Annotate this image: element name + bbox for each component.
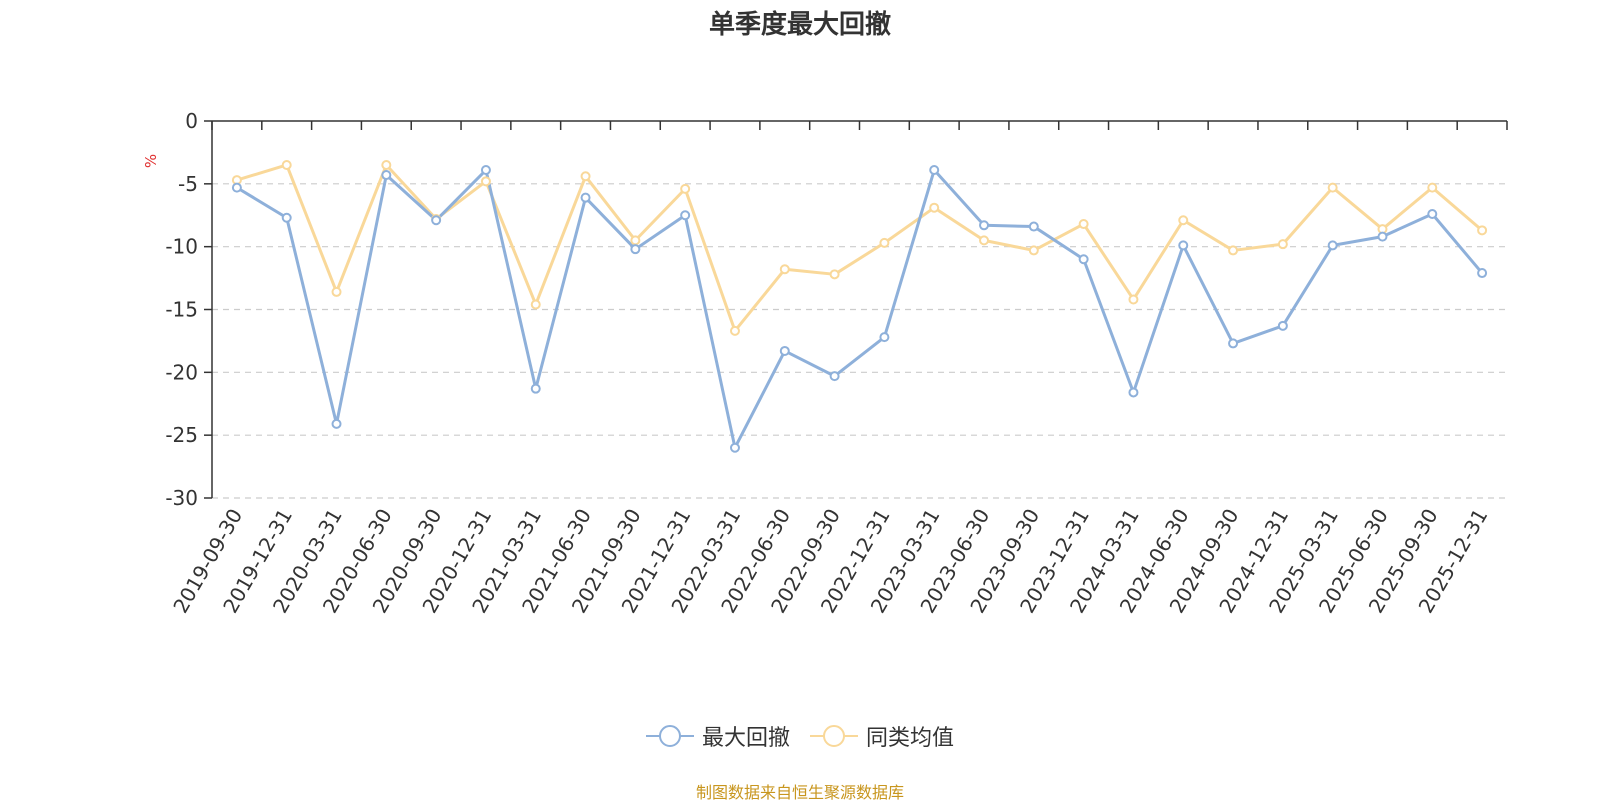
- data-point-series-2: [630, 235, 641, 246]
- y-tick-label: -15: [165, 298, 198, 322]
- data-point-series-1: [630, 244, 641, 255]
- chart-title: 单季度最大回撤: [708, 10, 891, 40]
- data-point-series-1: [1078, 254, 1089, 265]
- data-point-series-1: [530, 383, 541, 394]
- data-point-series-2: [829, 269, 840, 280]
- data-point-series-1: [680, 210, 691, 221]
- data-point-series-1: [331, 418, 342, 429]
- data-point-series-2: [729, 325, 740, 336]
- y-tick-label: -30: [165, 486, 198, 510]
- data-point-series-2: [381, 159, 392, 170]
- data-point-series-2: [1228, 245, 1239, 256]
- data-point-series-2: [929, 202, 940, 213]
- data-point-series-2: [1327, 182, 1338, 193]
- legend-item-series-1[interactable]: 最大回撤: [645, 720, 790, 752]
- data-point-series-1: [1028, 221, 1039, 232]
- data-point-series-2: [680, 183, 691, 194]
- data-point-series-2: [281, 159, 292, 170]
- data-point-series-2: [779, 264, 790, 275]
- data-point-series-1: [1128, 387, 1139, 398]
- data-point-series-1: [729, 442, 740, 453]
- data-point-series-2: [530, 299, 541, 310]
- legend-series-2-icon: [810, 725, 858, 747]
- data-point-series-1: [431, 215, 442, 226]
- data-point-series-1: [1178, 240, 1189, 251]
- data-point-series-1: [1277, 320, 1288, 331]
- data-point-series-2: [979, 235, 990, 246]
- data-point-series-1: [480, 165, 491, 176]
- data-point-series-2: [1178, 215, 1189, 226]
- legend-series-1-icon: [645, 725, 694, 747]
- data-point-series-2: [1078, 219, 1089, 230]
- data-point-series-1: [1477, 268, 1488, 279]
- data-point-series-1: [779, 345, 790, 356]
- data-point-series-2: [580, 171, 591, 182]
- data-point-series-1: [879, 332, 890, 343]
- y-tick-label: -10: [165, 235, 198, 259]
- data-point-series-1: [1228, 338, 1239, 349]
- y-tick-label: -5: [178, 172, 198, 196]
- legend-label-series-1: 最大回撤: [701, 726, 790, 751]
- data-point-series-2: [879, 237, 890, 248]
- y-tick-label: 0: [185, 109, 198, 133]
- data-point-series-1: [829, 371, 840, 382]
- data-point-series-2: [331, 286, 342, 297]
- data-point-series-1: [381, 170, 392, 181]
- data-point-series-2: [1477, 225, 1488, 236]
- legend-label-series-2: 同类均值: [866, 726, 955, 751]
- data-point-series-2: [1277, 239, 1288, 250]
- data-point-series-2: [1427, 182, 1438, 193]
- data-point-series-2: [1128, 294, 1139, 305]
- y-axis-unit-label: %: [142, 154, 160, 168]
- data-point-series-1: [580, 192, 591, 203]
- data-point-series-2: [480, 176, 491, 187]
- data-point-series-1: [231, 182, 242, 193]
- data-point-series-1: [979, 220, 990, 231]
- y-tick-label: -20: [165, 360, 198, 384]
- data-point-series-1: [1377, 231, 1388, 242]
- source-note: 制图数据来自恒生聚源数据库: [695, 783, 904, 802]
- legend: 最大回撤 同类均值: [0, 720, 1600, 752]
- legend-item-series-2[interactable]: 同类均值: [810, 720, 954, 752]
- data-point-series-1: [1327, 240, 1338, 251]
- series-line-1: [236, 168, 1484, 450]
- data-point-series-1: [1427, 208, 1438, 219]
- data-point-series-1: [929, 165, 940, 176]
- data-point-series-1: [281, 212, 292, 223]
- data-point-series-2: [1028, 245, 1039, 256]
- y-tick-label: -25: [165, 423, 198, 447]
